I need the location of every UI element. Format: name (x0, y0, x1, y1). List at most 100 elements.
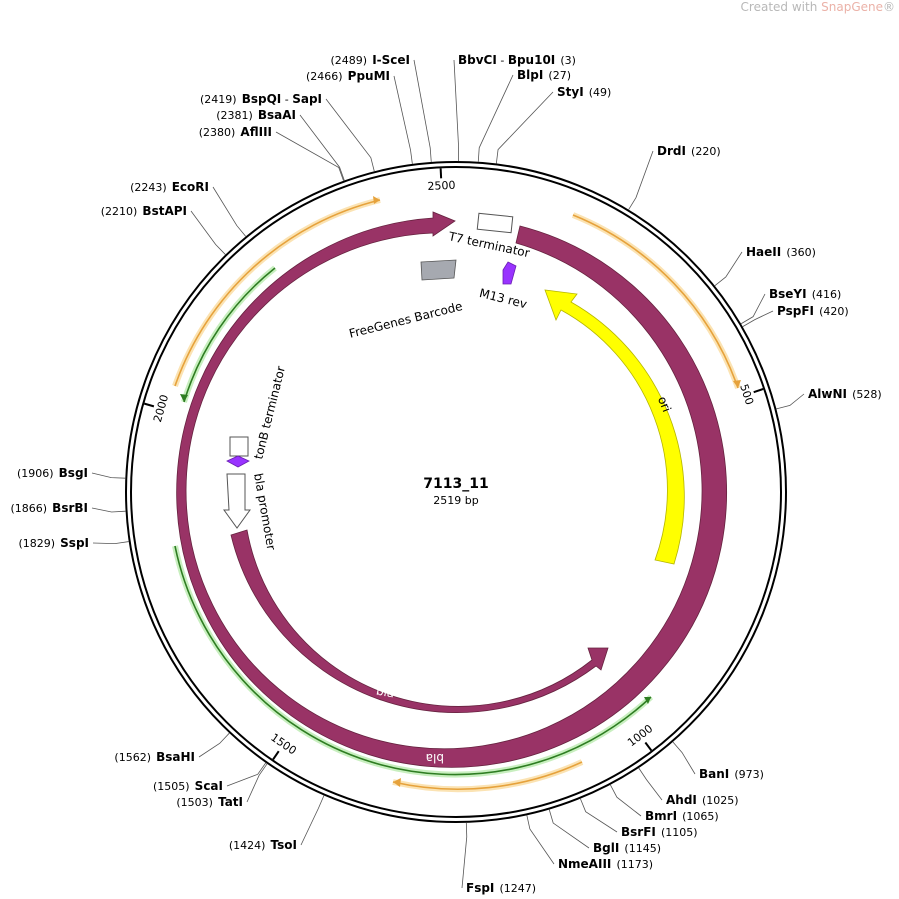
site-leader-bsaai (299, 114, 345, 181)
label-bla-outer: bla (426, 751, 444, 765)
site-position: (360) (786, 246, 816, 259)
site-leader-bspqi (325, 98, 375, 172)
site-leader-nmeaiii (526, 815, 555, 865)
site-label-alwni[interactable]: AlwNI (528) (808, 383, 882, 402)
tick-label-2000: 2000 (151, 393, 171, 423)
site-position: (1866) (11, 502, 48, 515)
site-label-styi[interactable]: StyI (49) (557, 81, 611, 100)
site-name-alt: Bpu10I (508, 53, 555, 67)
site-name: BsrBI (52, 501, 88, 515)
site-label-scai[interactable]: (1505) ScaI (153, 775, 223, 794)
site-label-tsoi[interactable]: (1424) TsoI (229, 834, 297, 853)
site-name: AlwNI (808, 387, 847, 401)
primer-arrow-green-left (180, 394, 188, 402)
site-label-bsaai[interactable]: (2381) BsaAI (216, 104, 296, 123)
site-leader-i-scei (413, 59, 432, 162)
site-label-haeii[interactable]: HaeII (360) (746, 241, 816, 260)
site-leader-bmri (610, 784, 642, 817)
site-name: BglI (593, 841, 619, 855)
site-label-bsgi[interactable]: (1906) BsgI (17, 462, 88, 481)
primer-arrow-green-bottom (644, 697, 651, 704)
site-leader-drdi (628, 150, 654, 210)
site-leader-bseyi (740, 293, 766, 325)
site-separator: - (281, 93, 292, 106)
site-label-bsrfi[interactable]: BsrFI (1105) (621, 821, 698, 840)
site-label-tati[interactable]: (1503) TatI (176, 791, 243, 810)
site-name: BlpI (517, 68, 543, 82)
site-name: BseYI (769, 287, 807, 301)
site-position: (1829) (18, 537, 55, 550)
site-label-bstapi[interactable]: (2210) BstAPI (101, 200, 187, 219)
site-name: AhdI (666, 793, 697, 807)
site-position: (27) (548, 69, 571, 82)
site-label-ahdi[interactable]: AhdI (1025) (666, 789, 739, 808)
site-label-afliii[interactable]: (2380) AflIII (199, 121, 272, 140)
site-position: (1105) (661, 826, 698, 839)
site-label-i-scei[interactable]: (2489) I-SceI (331, 49, 410, 68)
plasmid-size: 2519 bp (433, 494, 478, 507)
site-name: BsaHI (156, 750, 195, 764)
site-label-nmeaiii[interactable]: NmeAIII (1173) (558, 853, 653, 872)
site-leader-tsoi (300, 795, 325, 846)
site-label-bsahi[interactable]: (1562) BsaHI (114, 746, 195, 765)
snapgene-watermark: Created with SnapGene® (741, 0, 895, 14)
site-label-bbvci[interactable]: BbvCI - Bpu10I (3) (458, 49, 576, 68)
site-label-bseyi[interactable]: BseYI (416) (769, 283, 841, 302)
site-position: (416) (812, 288, 842, 301)
site-name: FspI (466, 881, 494, 895)
site-label-ppumi[interactable]: (2466) PpuMI (306, 65, 390, 84)
site-position: (528) (852, 388, 882, 401)
site-position: (973) (734, 768, 764, 781)
primer-arc-green-left-core (183, 267, 276, 403)
site-name: SspI (60, 536, 89, 550)
site-label-fspi[interactable]: FspI (1247) (466, 877, 536, 896)
site-name: BbvCI (458, 53, 497, 67)
site-leader-pspfi (742, 310, 774, 327)
site-label-blpi[interactable]: BlpI (27) (517, 64, 571, 83)
site-position: (1065) (682, 810, 719, 823)
site-leader-bsgi (91, 472, 126, 479)
site-position: (49) (589, 86, 612, 99)
site-name: TsoI (271, 838, 297, 852)
site-name: DrdI (657, 144, 686, 158)
watermark-prefix: Created with (740, 0, 822, 14)
watermark-brand: SnapGene (821, 0, 883, 14)
tick-mark-500 (753, 388, 764, 394)
watermark-mark: ® (883, 0, 895, 14)
site-position: (1562) (114, 751, 151, 764)
site-name: BsgI (59, 466, 88, 480)
site-label-bgli[interactable]: BglI (1145) (593, 837, 661, 856)
feature-m13-rev-arrow (502, 261, 517, 285)
site-position: (2243) (130, 181, 167, 194)
site-label-bsrbi[interactable]: (1866) BsrBI (11, 497, 89, 516)
label-tonb-terminator: tonB terminator (251, 365, 288, 461)
feature-bla-outer-arc (176, 211, 728, 768)
site-label-sspi[interactable]: (1829) SspI (18, 532, 89, 551)
site-label-bspqi[interactable]: (2419) BspQI - SapI (200, 88, 322, 107)
site-leader-bsahi (198, 732, 230, 758)
site-label-bmri[interactable]: BmrI (1065) (645, 805, 719, 824)
site-name: BspQI (242, 92, 282, 106)
site-label-bani[interactable]: BanI (973) (699, 763, 764, 782)
site-leader-bsrbi (91, 507, 126, 513)
tick-label-500: 500 (737, 383, 756, 407)
tick-mark-1500 (272, 750, 280, 760)
site-leader-scai (226, 762, 267, 787)
site-leader-sspi (92, 541, 129, 545)
restriction-sites: BbvCI - Bpu10I (3)BlpI (27)StyI (49) DrdI… (11, 49, 882, 896)
site-leader-styi (495, 91, 554, 164)
primer-arrow-upper-right (733, 380, 741, 388)
primer-arc-upper-left-core (174, 199, 381, 387)
site-position: (1503) (176, 796, 213, 809)
site-name: TatI (218, 795, 243, 809)
primer-arc-green-bottom-core (174, 545, 652, 776)
site-label-pspfi[interactable]: PspFI (420) (777, 300, 849, 319)
site-position: (2419) (200, 93, 237, 106)
label-freegenes-barcode: FreeGenes Barcode (348, 299, 464, 341)
site-label-drdi[interactable]: DrdI (220) (657, 140, 721, 159)
site-label-ecori[interactable]: (2243) EcoRI (130, 176, 209, 195)
site-leader-ecori (212, 186, 247, 237)
site-name: HaeII (746, 245, 781, 259)
feature-freegenes-barcode (420, 259, 457, 281)
site-leader-blpi (477, 74, 514, 162)
